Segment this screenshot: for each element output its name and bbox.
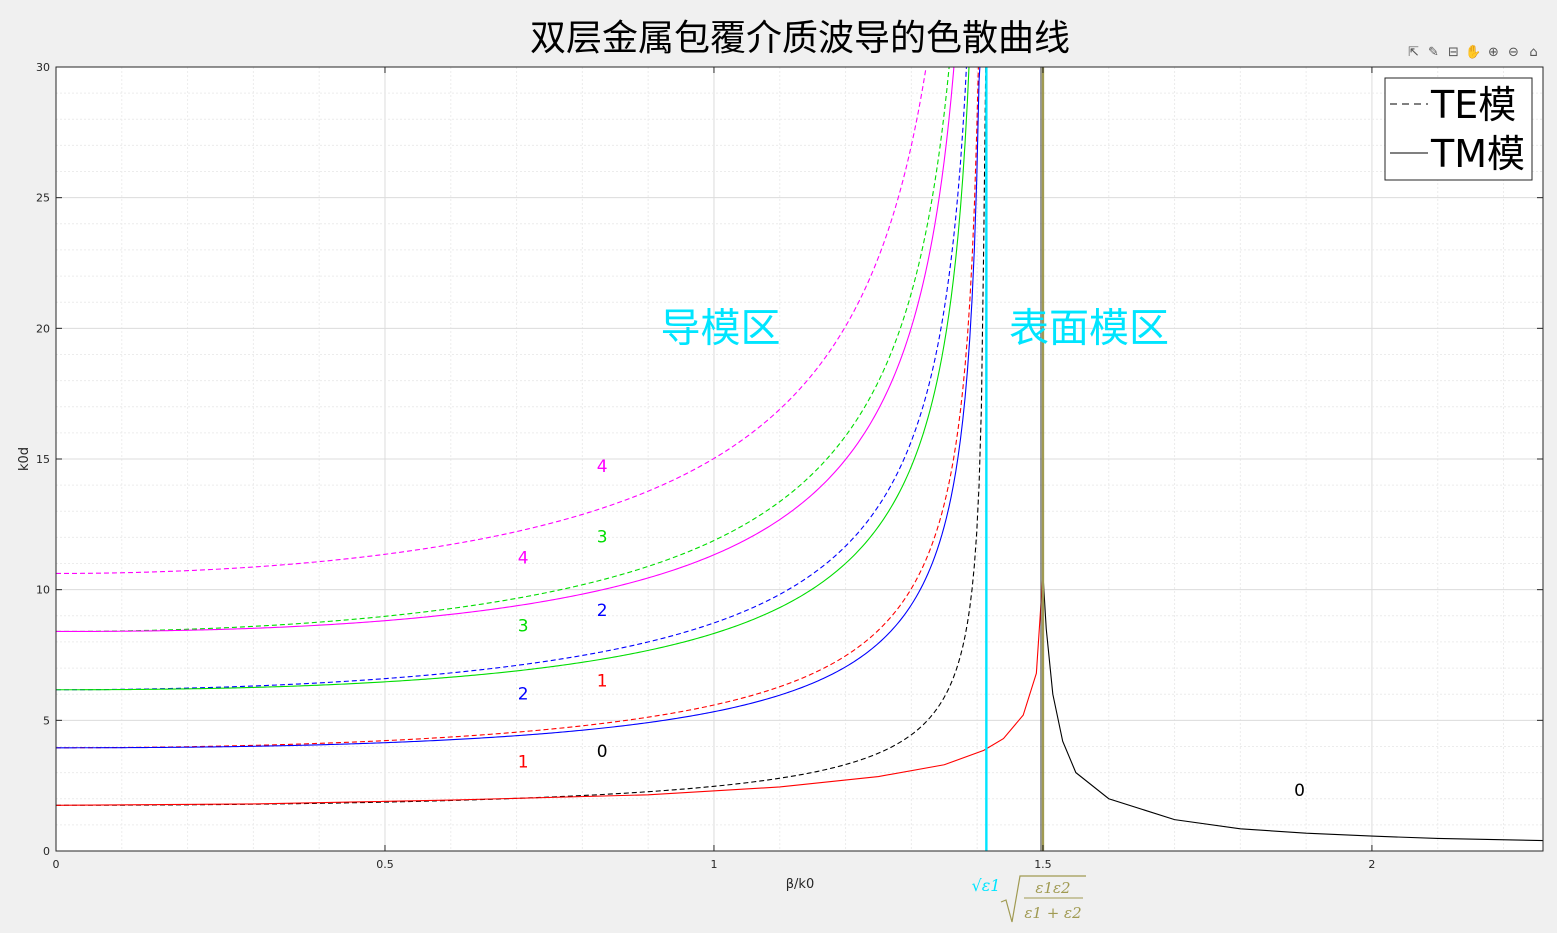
y-tick-label: 30 [36, 61, 50, 74]
pan-icon[interactable]: ✋ [1465, 45, 1482, 60]
home-icon[interactable]: ⌂ [1529, 45, 1538, 60]
surface-plasmon-label: ε1ε2 ε1 + ε2 [1000, 875, 1086, 923]
curve-order-label: 1 [597, 671, 608, 691]
sp-denominator: ε1 + ε2 [1024, 904, 1081, 922]
y-tick-label: 25 [36, 192, 50, 205]
legend[interactable]: TE模 TM模 [1384, 77, 1533, 181]
x-tick-label: 0 [53, 858, 60, 871]
legend-tm-label: TM模 [1430, 132, 1525, 176]
x-tick-label: 1.5 [1034, 858, 1052, 871]
curve-order-label: 4 [597, 457, 608, 477]
data-tip-icon[interactable]: ⊟ [1448, 45, 1459, 60]
legend-box [1384, 77, 1533, 181]
legend-te-label: TE模 [1430, 83, 1516, 127]
curve-order-label: 2 [518, 684, 529, 704]
x-tick-label: 2 [1368, 858, 1375, 871]
brush-icon[interactable]: ✎ [1428, 45, 1439, 60]
curve-te3[interactable] [56, 41, 953, 633]
curve-order-label: 4 [518, 549, 529, 569]
curve-order-label: 0 [597, 742, 608, 762]
axes-toolbar: ⇱ ✎ ⊟ ✋ ⊕ ⊖ ⌂ [1404, 44, 1543, 62]
surface-mode-region-label: 表面模区 [1009, 305, 1169, 351]
curve-order-label: 0 [1294, 781, 1305, 801]
curve-te4[interactable] [56, 41, 930, 575]
curve-order-label: 2 [597, 601, 608, 621]
y-tick-label: 20 [36, 322, 50, 335]
curve-tm3[interactable] [56, 41, 958, 633]
y-tick-label: 15 [36, 453, 50, 466]
zoom-in-icon[interactable]: ⊕ [1488, 45, 1499, 60]
guided-mode-region-label: 导模区 [661, 305, 781, 351]
curves [56, 41, 1543, 842]
curve-order-label: 3 [597, 528, 608, 548]
y-tick-label: 5 [43, 714, 50, 727]
reference-lines [985, 67, 1045, 851]
y-tick-label: 10 [36, 584, 50, 597]
radical-sign [1000, 875, 1086, 923]
y-axis-label: k0d [17, 447, 32, 471]
x-axis-label: β/k0 [786, 877, 814, 892]
curve-labels: 4 3 4 2 3 1 2 0 1 0 导模区 表面模区 [518, 305, 1305, 801]
zoom-out-icon[interactable]: ⊖ [1508, 45, 1519, 60]
sp-numerator: ε1ε2 [1035, 879, 1070, 897]
curve-tm0-upper[interactable] [1042, 573, 1543, 842]
x-tick-label: 0.5 [376, 858, 394, 871]
curve-tm2[interactable] [56, 41, 972, 691]
chart-title: 双层金属包覆介质波导的色散曲线 [530, 18, 1070, 59]
curve-te1[interactable] [56, 41, 979, 749]
curve-tm0[interactable] [56, 573, 1044, 806]
x-tick-label: 1 [710, 858, 717, 871]
curve-order-label: 1 [518, 752, 529, 772]
curve-te2[interactable] [56, 41, 970, 691]
export-icon[interactable]: ⇱ [1408, 45, 1419, 60]
curve-tm1[interactable] [56, 41, 981, 749]
sqrt-e1-text: √ε1 [972, 876, 1001, 895]
curve-order-label: 3 [518, 616, 529, 636]
y-tick-label: 0 [43, 845, 50, 858]
sqrt-e1-label: √ε1 [972, 876, 1001, 895]
